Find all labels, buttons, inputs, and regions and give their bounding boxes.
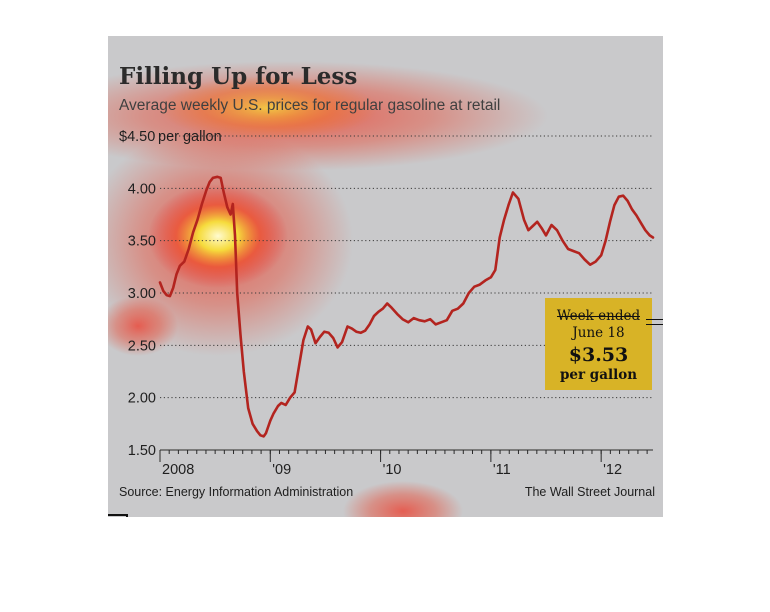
chart-panel: 1.50 2.00 2.50 3.00 3.50 4.00 $4.50 per gallon … [108, 36, 663, 517]
callout-week-label: Week ended [556, 308, 641, 324]
chart-title: Filling Up for Less [119, 63, 358, 90]
y-unit-label: per gallon [158, 129, 222, 145]
y-tick-label: 2.50 [128, 338, 156, 354]
source-note: Source: Energy Information Administratio… [119, 485, 354, 499]
x-tick-label: '10 [383, 462, 402, 478]
y-tick-label: 3.00 [128, 286, 156, 302]
y-tick-label: $4.50 [119, 129, 155, 145]
y-tick-label: 1.50 [128, 443, 156, 459]
callout-pointer-line [646, 319, 663, 320]
credit-note: The Wall Street Journal [524, 485, 655, 499]
x-tick-label: '09 [272, 462, 291, 478]
callout-pointer-line [646, 324, 663, 325]
callout-date: June 18 [572, 325, 625, 341]
x-tick-label: 2008 [162, 462, 194, 478]
price-line [158, 175, 655, 438]
y-tick-label: 3.50 [128, 234, 156, 250]
chart-subtitle: Average weekly U.S. prices for regular g… [119, 97, 501, 114]
latest-value-callout: Week ended June 18 $3.53 per gallon [545, 298, 652, 390]
y-tick-label: 2.00 [128, 391, 156, 407]
callout-price: $3.53 [568, 344, 629, 366]
x-tick-label: '11 [493, 462, 511, 478]
y-tick-label: 4.00 [128, 181, 156, 197]
callout-unit: per gallon [559, 367, 638, 383]
crop-mark [108, 514, 128, 517]
x-tick-label: '12 [603, 462, 622, 478]
